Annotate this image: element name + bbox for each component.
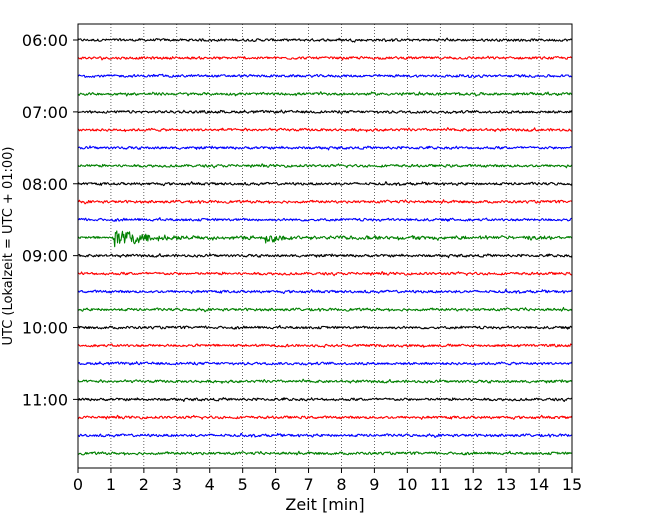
x-tick-label: 4 bbox=[205, 475, 215, 494]
y-tick-label: 07:00 bbox=[22, 103, 68, 122]
x-tick-label: 1 bbox=[106, 475, 116, 494]
x-tick-label: 15 bbox=[562, 475, 582, 494]
grid-lines bbox=[110, 24, 540, 468]
seismic-trace bbox=[77, 271, 573, 277]
x-tick-label: 2 bbox=[139, 475, 149, 494]
seismic-trace bbox=[77, 324, 573, 330]
seismic-trace bbox=[77, 450, 573, 456]
seismic-trace bbox=[77, 127, 573, 133]
y-tick-label: 09:00 bbox=[22, 247, 68, 266]
y-tick-label: 11:00 bbox=[22, 390, 68, 409]
seismic-trace bbox=[77, 163, 573, 169]
seismic-trace bbox=[77, 199, 573, 205]
seismic-trace bbox=[77, 230, 573, 248]
trace-group bbox=[77, 37, 573, 456]
seismic-trace bbox=[77, 37, 573, 43]
x-tick-label: 11 bbox=[430, 475, 450, 494]
y-tick-label: 08:00 bbox=[22, 175, 68, 194]
seismic-trace bbox=[77, 217, 573, 222]
x-tick-label: 8 bbox=[336, 475, 346, 494]
seismic-trace bbox=[77, 73, 573, 79]
seismic-trace bbox=[77, 91, 573, 97]
y-tick-label: 10:00 bbox=[22, 319, 68, 338]
x-tick-label: 6 bbox=[271, 475, 281, 494]
seismic-trace bbox=[77, 145, 573, 151]
seismic-trace bbox=[77, 289, 573, 295]
x-axis: 0 1 2 3 4 5 6 7 8 9 10 11 12 13 14 15 bbox=[73, 468, 582, 494]
x-tick-label: 14 bbox=[529, 475, 549, 494]
seismic-trace bbox=[77, 361, 573, 366]
plot-frame bbox=[77, 23, 573, 469]
x-tick-label: 9 bbox=[369, 475, 379, 494]
x-tick-label: 12 bbox=[463, 475, 483, 494]
x-tick-label: 7 bbox=[303, 475, 313, 494]
seismic-trace bbox=[77, 432, 573, 438]
seismic-trace bbox=[78, 109, 573, 115]
x-tick-label: 0 bbox=[73, 475, 83, 494]
seismic-trace bbox=[77, 343, 573, 348]
seismic-trace bbox=[77, 306, 573, 313]
seismic-trace bbox=[77, 414, 573, 420]
x-tick-label: 13 bbox=[496, 475, 516, 494]
seismic-trace bbox=[77, 253, 573, 259]
y-tick-label: 06:00 bbox=[22, 31, 68, 50]
seismic-trace bbox=[77, 55, 573, 61]
seismic-trace bbox=[77, 181, 573, 187]
y-axis: 06:00 07:00 08:00 09:00 10:00 11:00 bbox=[22, 31, 78, 409]
x-tick-label: 10 bbox=[397, 475, 417, 494]
x-axis-label: Zeit [min] bbox=[285, 495, 364, 514]
seismic-trace bbox=[77, 397, 573, 403]
x-tick-label: 3 bbox=[172, 475, 182, 494]
x-tick-label: 5 bbox=[238, 475, 248, 494]
seismic-trace bbox=[77, 378, 573, 384]
y-axis-label: UTC (Lokalzeit = UTC + 01:00) bbox=[1, 147, 16, 346]
